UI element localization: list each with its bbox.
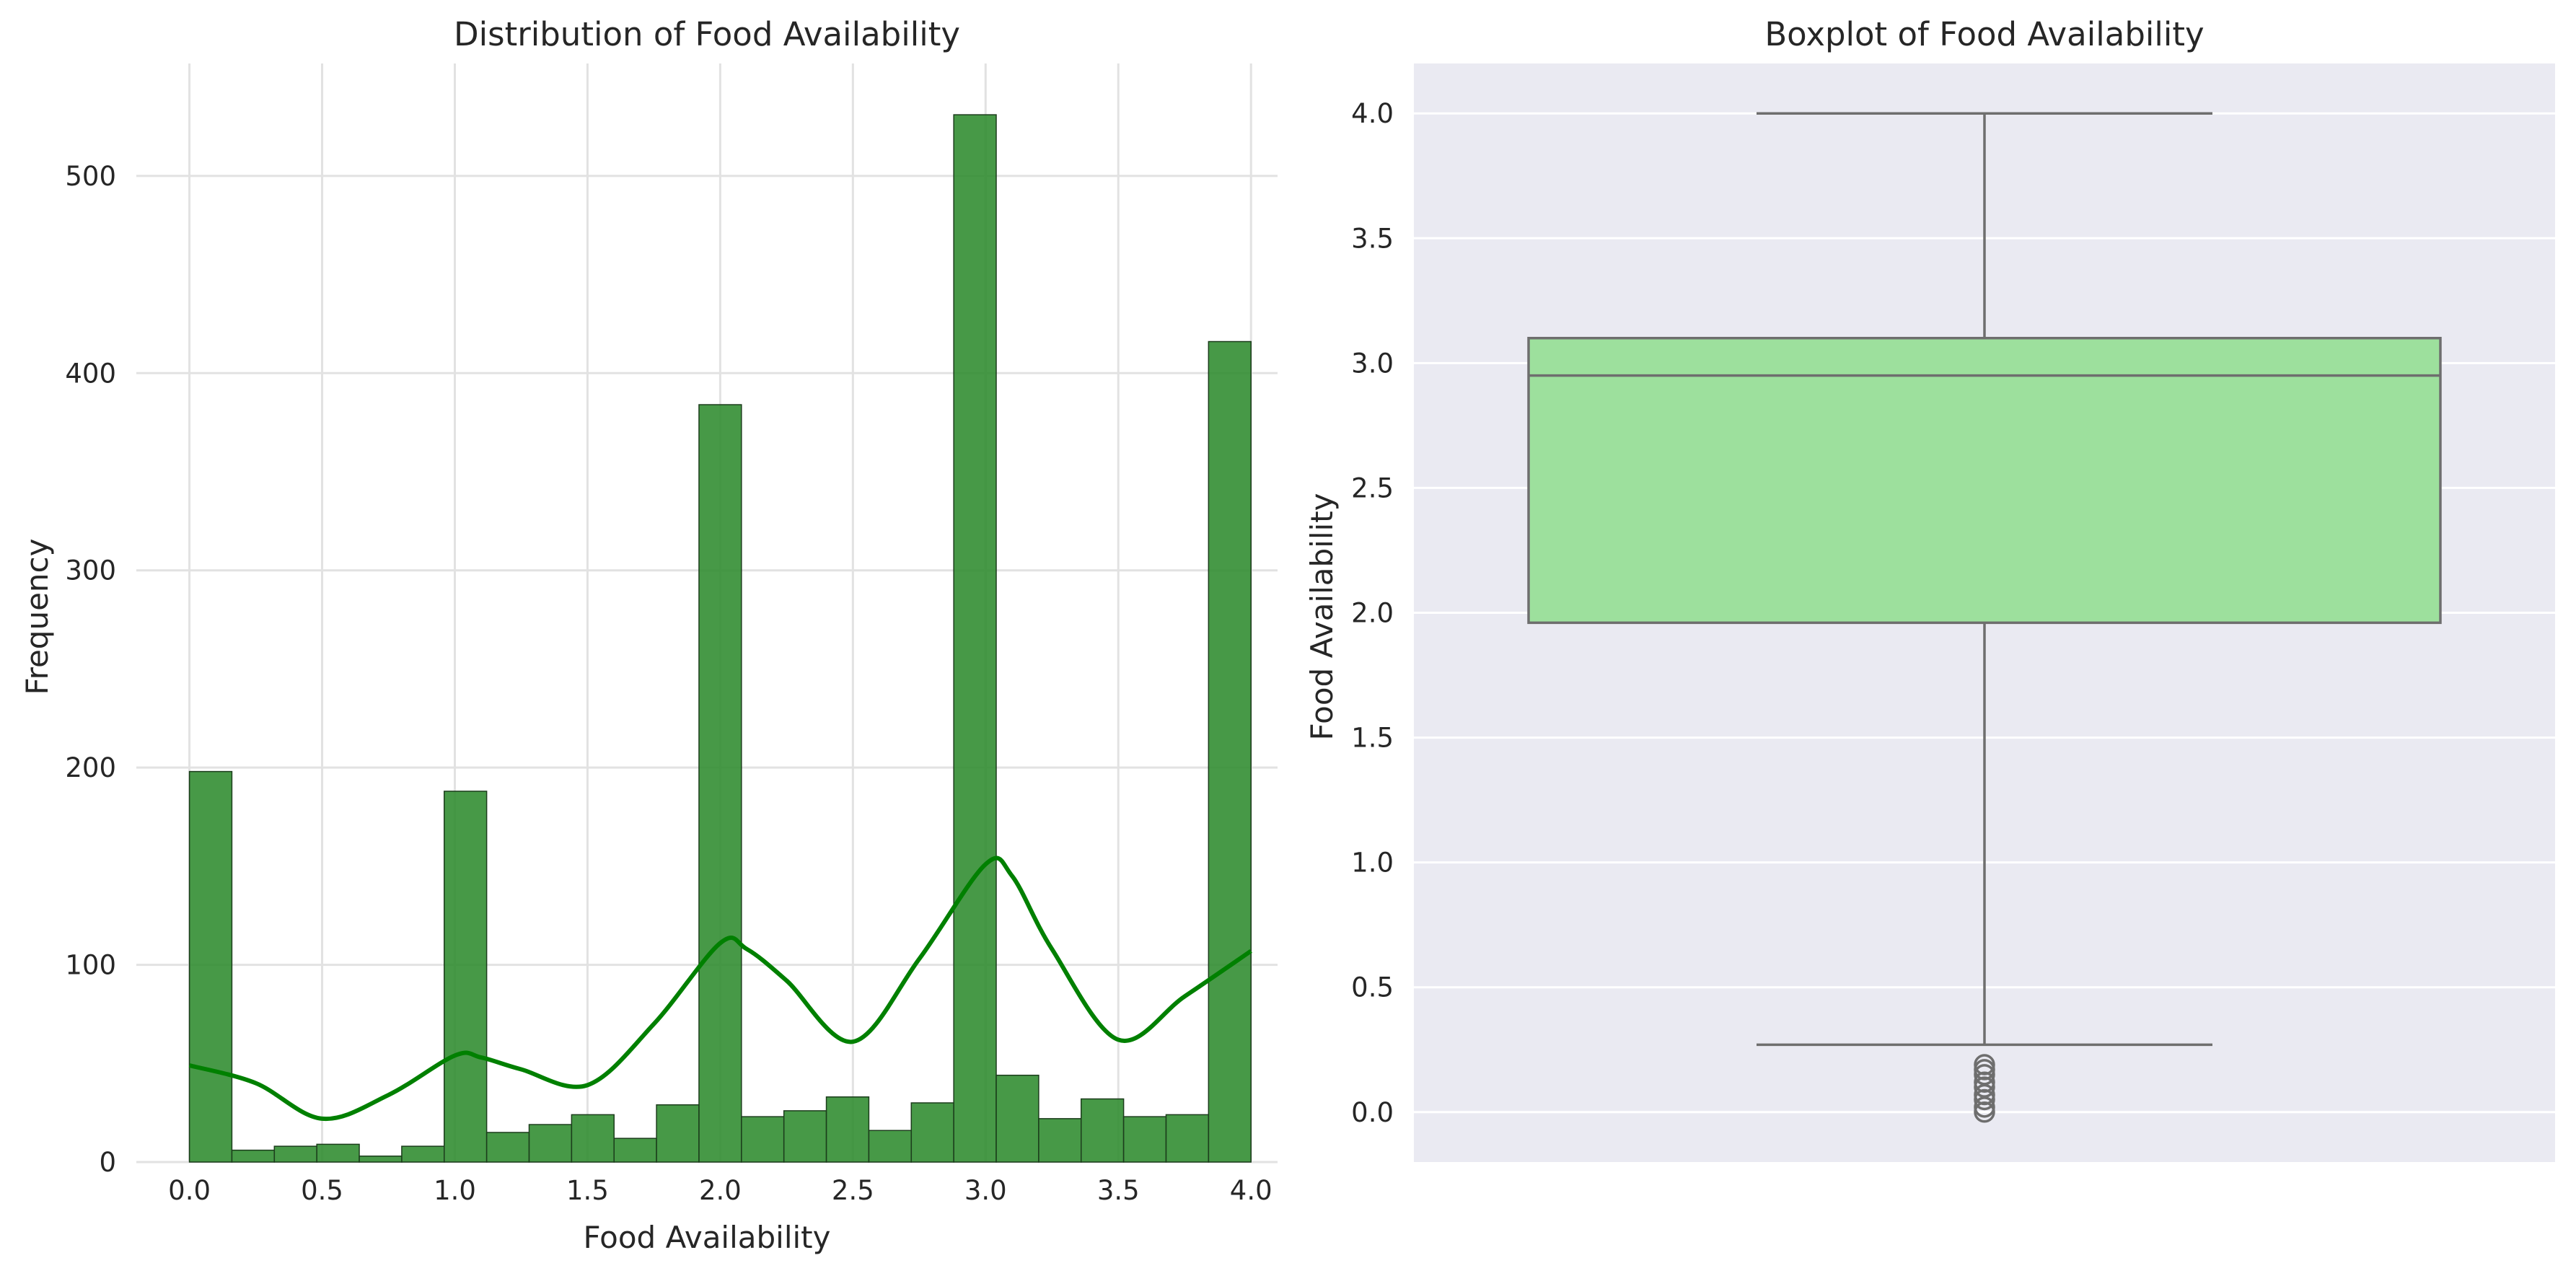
x-tick-label: 4.0	[1230, 1175, 1272, 1206]
histogram-bar	[444, 791, 488, 1163]
y-tick-label: 3.5	[1351, 223, 1394, 254]
boxplot-y-label: Food Availability	[1304, 493, 1340, 741]
boxplot-marks	[1527, 112, 2442, 1123]
histogram-bar	[571, 1114, 615, 1163]
histogram-y-ticks: 0 100 200 300 400 500	[65, 161, 116, 1178]
histogram-bar	[1208, 340, 1252, 1163]
y-tick-label: 2.0	[1351, 598, 1394, 629]
x-tick-label: 3.0	[964, 1175, 1007, 1206]
iqr-box	[1527, 337, 2442, 625]
boxplot-chart: 0.0 0.5 1.0 1.5 2.0 2.5 3.0 3.5 4.0 Boxplot of F…	[1304, 15, 2555, 1162]
y-tick-label: 400	[65, 358, 116, 389]
histogram-y-label: Frequency	[19, 539, 55, 695]
histogram-bar	[359, 1156, 403, 1163]
histogram-bar	[528, 1124, 573, 1163]
histogram-bar	[825, 1096, 870, 1163]
boxplot-y-ticks: 0.0 0.5 1.0 1.5 2.0 2.5 3.0 3.5 4.0	[1351, 98, 1394, 1128]
histogram-bar	[741, 1116, 785, 1163]
histogram-bar	[316, 1143, 360, 1163]
histogram-bar	[656, 1104, 700, 1163]
y-tick-label: 0.0	[1351, 1097, 1394, 1128]
y-tick-label: 500	[65, 161, 116, 192]
histogram-bar	[995, 1074, 1039, 1163]
histogram-bar	[1122, 1116, 1167, 1163]
histogram-bar	[401, 1145, 445, 1163]
kde-curve	[188, 855, 1252, 1122]
y-tick-label: 200	[65, 752, 116, 783]
y-tick-label: 3.0	[1351, 348, 1394, 379]
y-tick-label: 0.5	[1351, 972, 1394, 1003]
histogram-bar	[1038, 1118, 1082, 1163]
histogram-bar	[231, 1149, 276, 1163]
x-tick-label: 0.0	[168, 1175, 211, 1206]
histogram-bars	[188, 114, 1252, 1163]
histogram-x-label: Food Availability	[584, 1220, 831, 1255]
histogram-bar	[953, 114, 997, 1163]
histogram-bar	[1080, 1098, 1125, 1163]
x-tick-label: 0.5	[301, 1175, 343, 1206]
y-tick-label: 300	[65, 555, 116, 586]
histogram-chart: 0.0 0.5 1.0 1.5 2.0 2.5 3.0 3.5 4.0 0 100 200 300 40…	[19, 15, 1278, 1255]
histogram-bar	[783, 1110, 827, 1163]
y-tick-label: 0	[99, 1147, 116, 1178]
histogram-bar	[273, 1145, 317, 1163]
histogram-bar	[910, 1102, 954, 1163]
histogram-bar	[485, 1132, 530, 1163]
histogram-bar	[698, 404, 742, 1163]
histogram-title: Distribution of Food Availability	[454, 15, 960, 53]
histogram-bar	[868, 1130, 913, 1163]
histogram-x-ticks: 0.0 0.5 1.0 1.5 2.0 2.5 3.0 3.5 4.0	[168, 1175, 1272, 1206]
x-tick-label: 2.0	[699, 1175, 742, 1206]
y-tick-label: 1.5	[1351, 723, 1394, 754]
histogram-bar	[188, 770, 233, 1163]
outlier-point	[1974, 1054, 1995, 1075]
x-tick-label: 3.5	[1097, 1175, 1140, 1206]
x-tick-label: 2.5	[832, 1175, 874, 1206]
histogram-bar	[1165, 1114, 1210, 1163]
y-tick-label: 1.0	[1351, 848, 1394, 879]
boxplot-title: Boxplot of Food Availability	[1764, 15, 2204, 53]
x-tick-label: 1.5	[566, 1175, 609, 1206]
y-tick-label: 4.0	[1351, 98, 1394, 129]
histogram-bar	[613, 1138, 657, 1163]
y-tick-label: 2.5	[1351, 472, 1394, 503]
y-tick-label: 100	[65, 950, 116, 981]
x-tick-label: 1.0	[434, 1175, 476, 1206]
outlier-point	[1974, 1071, 1995, 1093]
